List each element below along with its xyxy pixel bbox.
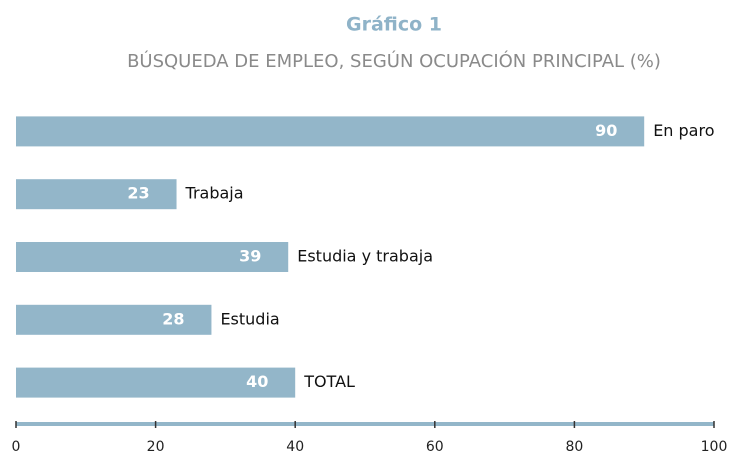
category-label: Estudia y trabaja xyxy=(297,247,433,266)
x-tick-label: 60 xyxy=(426,439,444,454)
category-label: Estudia xyxy=(220,309,279,328)
x-tick-label: 100 xyxy=(701,439,728,454)
chart-subtitle: BÚSQUEDA DE EMPLEO, SEGÚN OCUPACIÓN PRIN… xyxy=(127,50,661,72)
bar xyxy=(16,304,212,335)
bar xyxy=(16,116,645,147)
x-tick-label: 0 xyxy=(12,439,21,454)
value-label: 40 xyxy=(246,372,268,391)
bar xyxy=(16,242,289,272)
value-label: 90 xyxy=(595,121,617,140)
value-label: 28 xyxy=(162,309,184,328)
x-tick-label: 80 xyxy=(565,439,583,454)
category-label: En paro xyxy=(653,121,714,140)
category-label: Trabaja xyxy=(185,184,244,203)
bar xyxy=(16,179,177,210)
value-label: 23 xyxy=(127,184,149,203)
category-label: TOTAL xyxy=(303,372,355,391)
bar xyxy=(16,367,296,398)
value-label: 39 xyxy=(239,247,261,266)
x-tick-label: 40 xyxy=(286,439,304,454)
chart-title: Gráfico 1 xyxy=(346,14,442,36)
x-tick-label: 20 xyxy=(147,439,165,454)
